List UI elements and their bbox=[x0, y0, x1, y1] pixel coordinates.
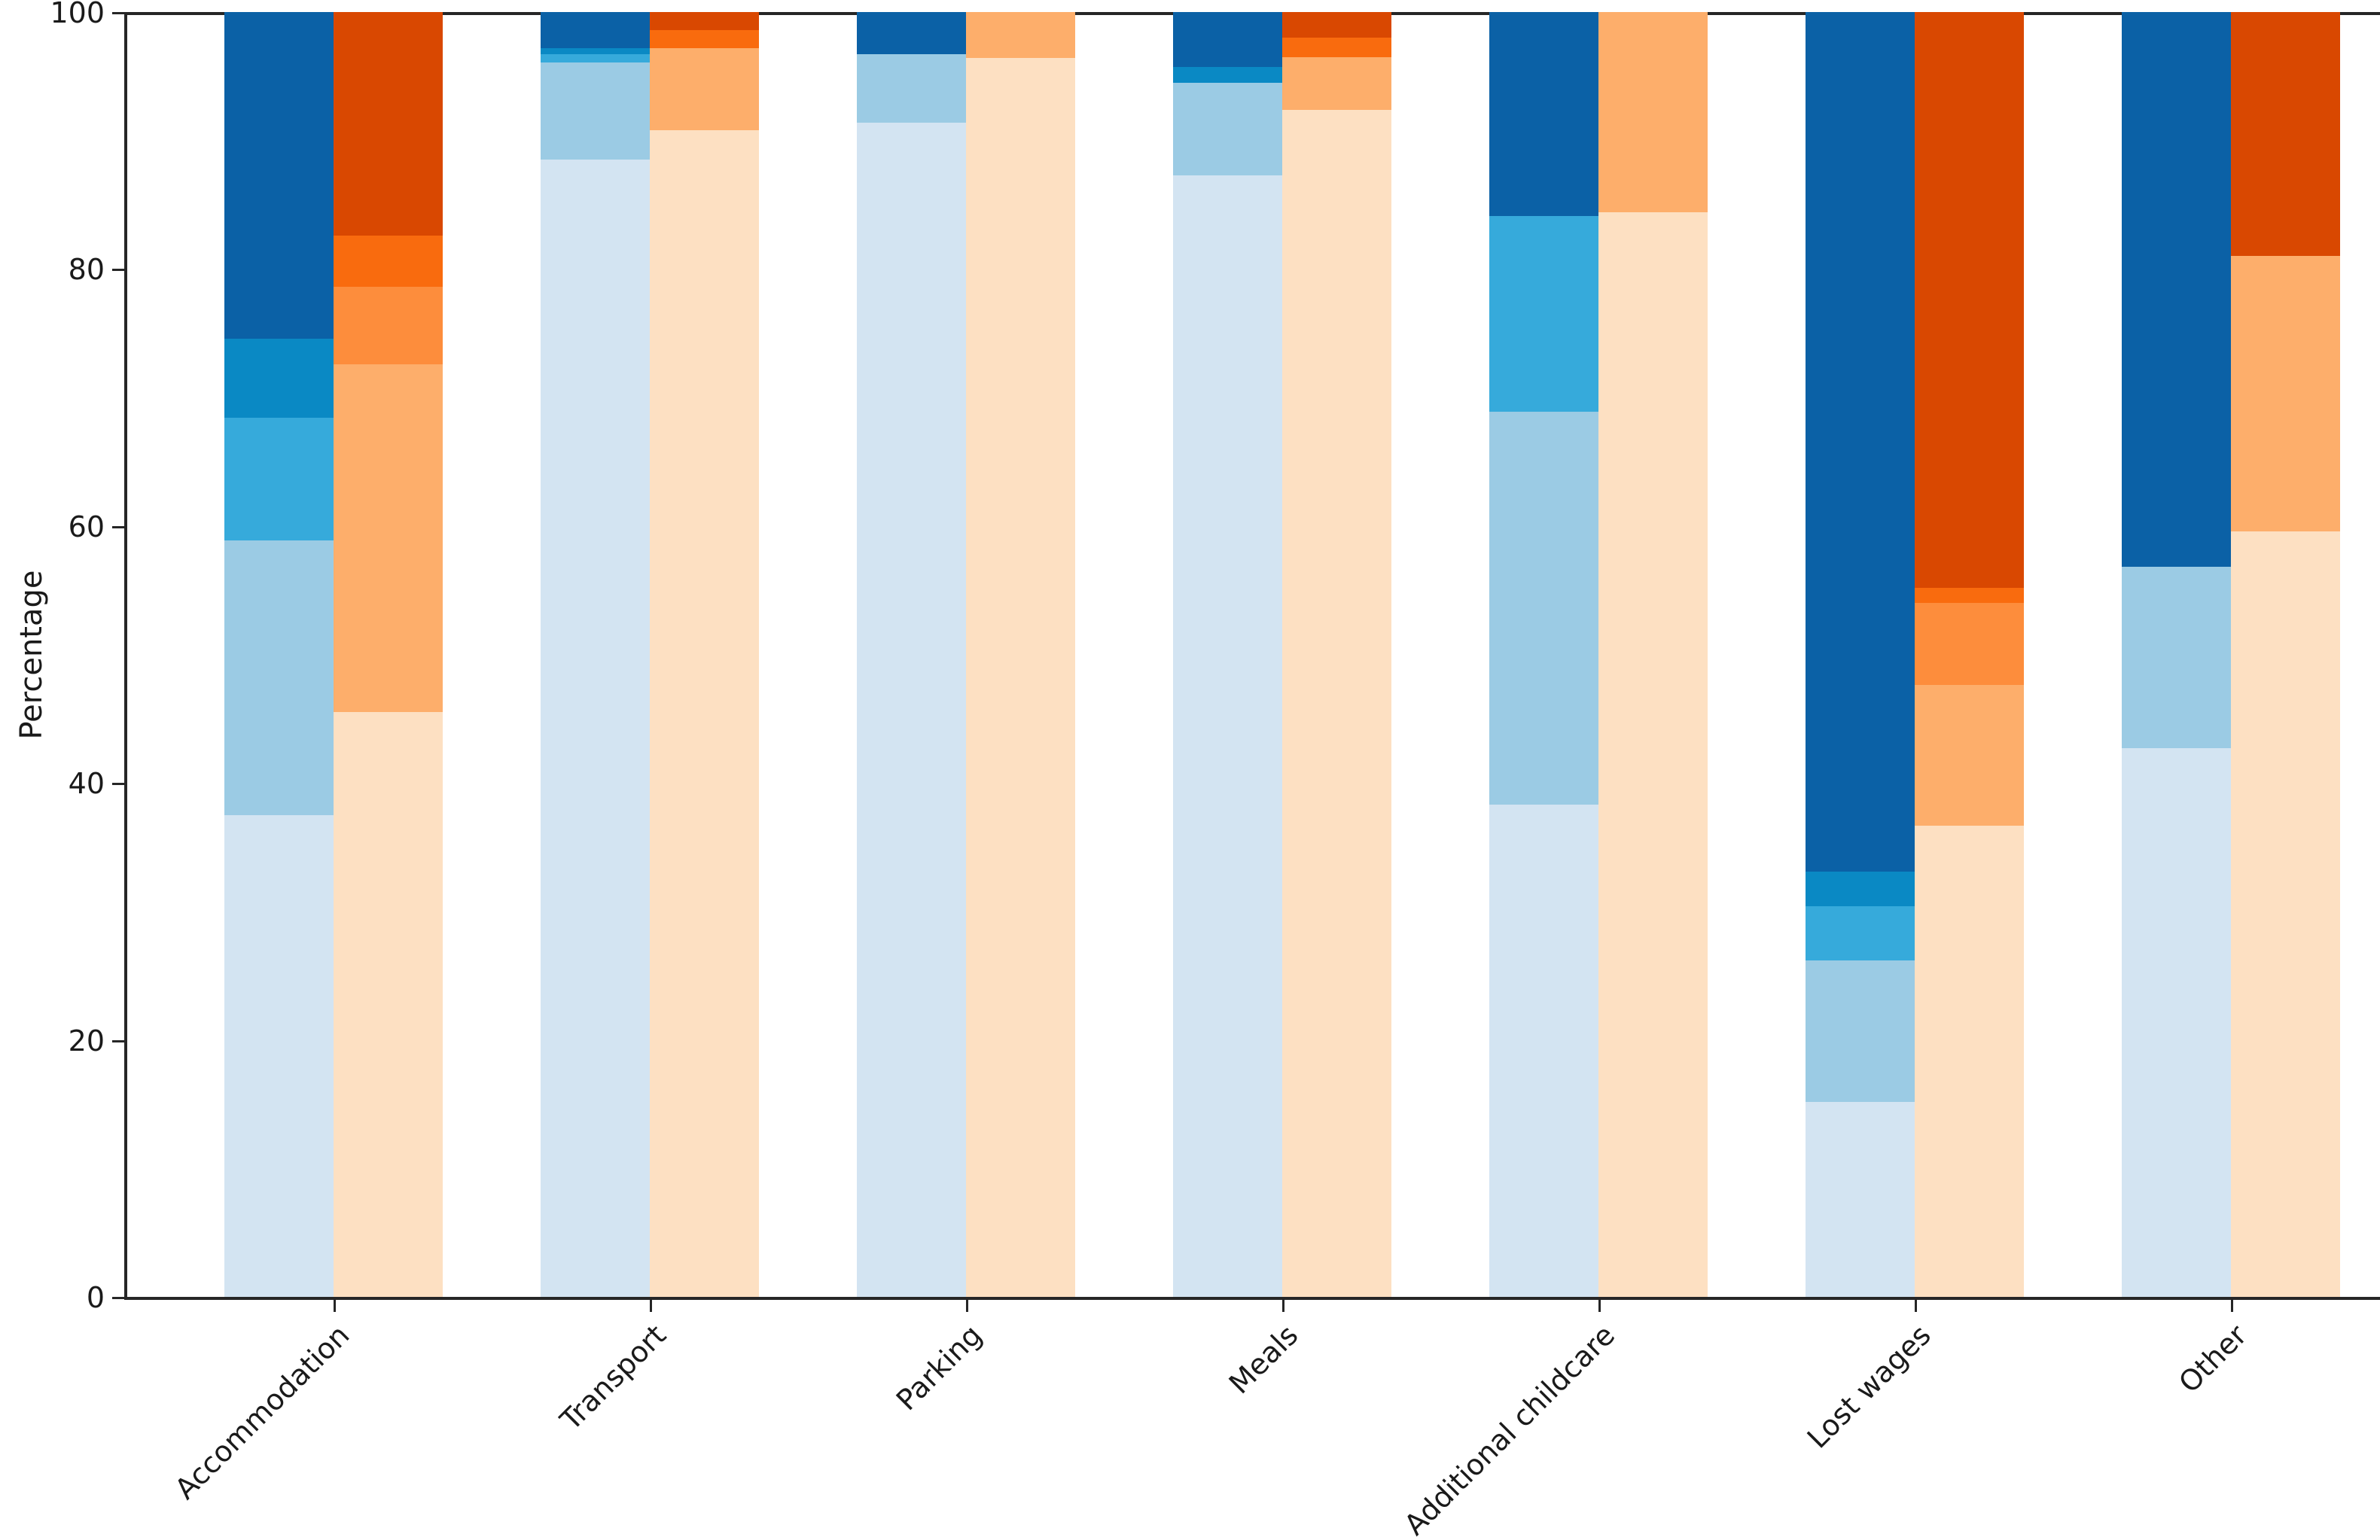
bar-segment-orange-level-1 bbox=[966, 58, 1075, 1297]
blue-stack-bar bbox=[1173, 12, 1282, 1297]
bar-segment-orange-level-4 bbox=[334, 236, 443, 288]
bar-segment-orange-level-5 bbox=[1282, 12, 1391, 38]
bar-segment-orange-level-1 bbox=[1915, 825, 2024, 1297]
y-tick-mark bbox=[112, 269, 124, 272]
y-tick-label: 80 bbox=[68, 253, 105, 287]
x-tick-mark bbox=[1915, 1300, 1917, 1312]
orange-stack-bar bbox=[650, 12, 759, 1297]
bar-segment-blue-level-1 bbox=[2122, 748, 2231, 1297]
blue-stack-bar bbox=[1489, 12, 1598, 1297]
x-tick-mark bbox=[2231, 1300, 2233, 1312]
bar-segment-blue-level-3 bbox=[541, 54, 650, 62]
blue-stack-bar bbox=[857, 12, 966, 1297]
x-tick-label: Transport bbox=[553, 1318, 672, 1437]
orange-stack-bar bbox=[966, 12, 1075, 1297]
bar-segment-blue-level-4 bbox=[224, 338, 334, 418]
x-tick-mark bbox=[334, 1300, 336, 1312]
bar-segment-orange-level-2 bbox=[966, 12, 1075, 59]
x-tick-label: Lost wages bbox=[1800, 1318, 1937, 1455]
blue-stack-bar bbox=[224, 12, 334, 1297]
bar-segment-blue-level-4 bbox=[1173, 67, 1282, 83]
bar-segment-orange-level-2 bbox=[2231, 256, 2340, 531]
y-tick-label: 0 bbox=[86, 1281, 105, 1314]
y-tick-label: 20 bbox=[68, 1024, 105, 1058]
bottom-spine bbox=[124, 1297, 2380, 1300]
blue-stack-bar bbox=[2122, 12, 2231, 1297]
x-tick-mark bbox=[1282, 1300, 1284, 1312]
y-axis-title: Percentage bbox=[14, 570, 49, 740]
bar-segment-orange-level-1 bbox=[334, 712, 443, 1297]
y-tick-label: 100 bbox=[50, 0, 105, 29]
bar-segment-orange-level-5 bbox=[1915, 12, 2024, 588]
bar-segment-orange-level-5 bbox=[2231, 12, 2340, 257]
bar-segment-orange-level-5 bbox=[650, 12, 759, 30]
x-tick-label: Parking bbox=[889, 1318, 989, 1417]
bar-segment-blue-level-2 bbox=[1489, 411, 1598, 805]
y-tick-mark bbox=[112, 525, 124, 528]
bar-segment-orange-level-4 bbox=[650, 29, 759, 48]
y-tick-mark bbox=[112, 783, 124, 786]
bar-segment-blue-level-5 bbox=[1173, 12, 1282, 68]
bar-segment-orange-level-2 bbox=[1915, 685, 2024, 826]
x-tick-label: Accommodation bbox=[168, 1318, 356, 1506]
bar-segment-orange-level-2 bbox=[1282, 56, 1391, 110]
bar-segment-blue-level-2 bbox=[857, 54, 966, 123]
bar-segment-blue-level-1 bbox=[1489, 805, 1598, 1297]
bar-segment-blue-level-2 bbox=[541, 62, 650, 160]
bar-segment-orange-level-3 bbox=[1915, 603, 2024, 686]
bar-segment-blue-level-3 bbox=[224, 418, 334, 540]
orange-stack-bar bbox=[1598, 12, 1708, 1297]
blue-stack-bar bbox=[1806, 12, 1915, 1297]
bar-segment-blue-level-2 bbox=[2122, 567, 2231, 749]
y-tick-mark bbox=[112, 1297, 124, 1299]
bar-segment-orange-level-1 bbox=[2231, 531, 2340, 1297]
bar-segment-blue-level-3 bbox=[1489, 216, 1598, 412]
bar-segment-orange-level-1 bbox=[1598, 212, 1708, 1297]
bar-segment-blue-level-5 bbox=[1489, 12, 1598, 217]
bar-segment-orange-level-4 bbox=[1915, 587, 2024, 604]
bar-segment-blue-level-1 bbox=[1806, 1101, 1915, 1297]
bar-segment-blue-level-5 bbox=[857, 12, 966, 55]
left-spine bbox=[124, 12, 127, 1300]
x-tick-label: Meals bbox=[1222, 1318, 1305, 1401]
x-tick-mark bbox=[650, 1300, 652, 1312]
bar-segment-orange-level-5 bbox=[334, 12, 443, 236]
x-tick-label: Other bbox=[2172, 1318, 2254, 1399]
bar-segment-orange-level-4 bbox=[1282, 38, 1391, 57]
bar-segment-blue-level-2 bbox=[224, 540, 334, 815]
blue-stack-bar bbox=[541, 12, 650, 1297]
y-tick-label: 60 bbox=[68, 510, 105, 543]
bar-segment-orange-level-2 bbox=[650, 47, 759, 131]
bar-segment-blue-level-4 bbox=[1806, 872, 1915, 907]
x-tick-mark bbox=[1598, 1300, 1601, 1312]
y-tick-label: 40 bbox=[68, 767, 105, 801]
orange-stack-bar bbox=[1915, 12, 2024, 1297]
y-tick-mark bbox=[112, 12, 124, 14]
bar-segment-orange-level-2 bbox=[334, 364, 443, 713]
bar-segment-blue-level-5 bbox=[224, 12, 334, 339]
bar-segment-blue-level-4 bbox=[541, 47, 650, 55]
x-tick-label: Additional childcare bbox=[1397, 1318, 1621, 1540]
x-tick-mark bbox=[966, 1300, 968, 1312]
bar-segment-blue-level-1 bbox=[857, 122, 966, 1297]
bar-segment-blue-level-2 bbox=[1173, 82, 1282, 175]
orange-stack-bar bbox=[334, 12, 443, 1297]
bar-segment-blue-level-5 bbox=[2122, 12, 2231, 568]
orange-stack-bar bbox=[1282, 12, 1391, 1297]
bar-segment-blue-level-5 bbox=[1806, 12, 1915, 872]
bar-segment-orange-level-3 bbox=[334, 287, 443, 364]
y-tick-mark bbox=[112, 1039, 124, 1042]
bar-segment-blue-level-3 bbox=[1806, 906, 1915, 960]
bar-segment-blue-level-5 bbox=[541, 12, 650, 48]
bar-segment-orange-level-2 bbox=[1598, 12, 1708, 213]
bar-segment-blue-level-1 bbox=[224, 814, 334, 1297]
bar-segment-blue-level-1 bbox=[541, 160, 650, 1297]
orange-stack-bar bbox=[2231, 12, 2340, 1297]
bar-segment-orange-level-1 bbox=[1282, 109, 1391, 1297]
bar-segment-orange-level-1 bbox=[650, 130, 759, 1297]
bar-segment-blue-level-1 bbox=[1173, 175, 1282, 1297]
bar-segment-blue-level-2 bbox=[1806, 960, 1915, 1102]
